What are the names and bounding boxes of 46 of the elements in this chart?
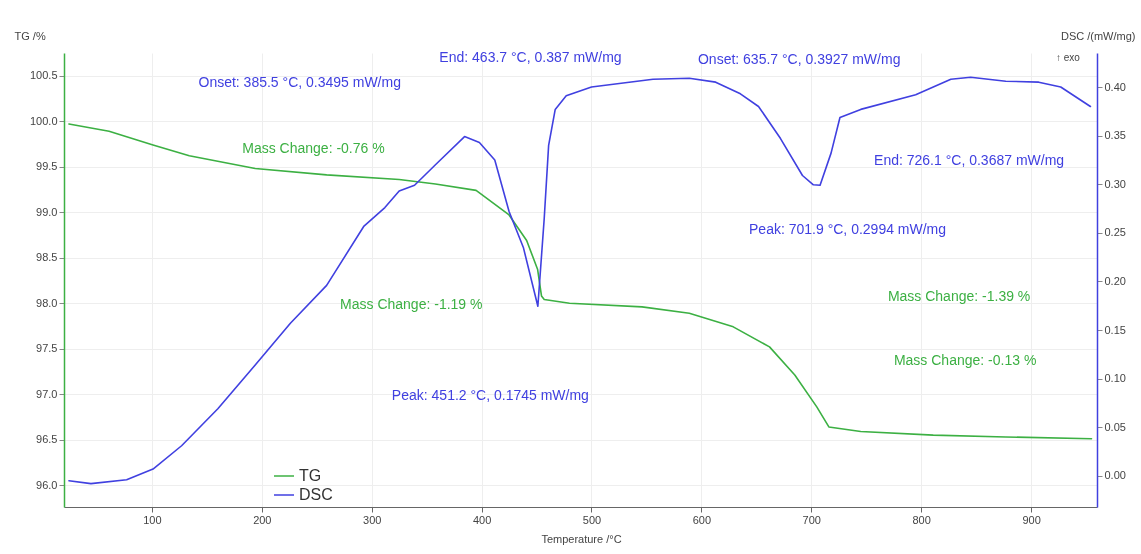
x-tick-label: 600: [692, 513, 712, 526]
annotation: ↑ exo: [1056, 51, 1081, 63]
y2-tick-label: 0.30: [1104, 177, 1126, 190]
y2-tick-label: 0.15: [1104, 323, 1126, 336]
legend-label: DSC: [299, 486, 333, 503]
y-axis-title: TG /%: [14, 29, 46, 42]
y-tick-label: 96.5: [36, 433, 58, 446]
annotation: End: 463.7 °C, 0.387 mW/mg: [439, 48, 622, 65]
y-tick-label: 100.5: [29, 69, 58, 82]
y-tick-label: 96.0: [36, 478, 58, 491]
x-tick-label: 500: [582, 513, 602, 526]
annotation: Mass Change: -1.19 %: [340, 296, 483, 313]
annotation: Mass Change: -1.39 %: [887, 287, 1031, 304]
y-tick-label: 98.0: [36, 296, 58, 309]
x-tick-label: 400: [472, 513, 492, 526]
annotation: Onset: 385.5 °C, 0.3495 mW/mg: [198, 74, 401, 91]
y2-tick-label: 0.20: [1104, 274, 1126, 287]
line-series: [68, 123, 1093, 440]
x-tick-label: 800: [912, 513, 931, 526]
annotation: Onset: 635.7 °C, 0.3927 mW/mg: [697, 51, 901, 68]
annotation: Peak: 701.9 °C, 0.2994 mW/mg: [749, 221, 947, 238]
line-series: [68, 76, 1092, 485]
y2-tick-label: 0.10: [1104, 372, 1126, 385]
y2-tick-label: 0.35: [1104, 129, 1126, 142]
y2-tick-label: 0.00: [1104, 469, 1126, 482]
x-tick-label: 900: [1022, 513, 1041, 526]
y-tick-label: 97.0: [36, 387, 58, 400]
annotation: Mass Change: -0.76 %: [242, 140, 385, 157]
y2-axis-title: DSC /(mW/mg): [1060, 29, 1136, 42]
x-axis-title: Temperature /°C: [541, 532, 622, 545]
y2-tick-label: 0.05: [1104, 420, 1126, 433]
y-tick-label: 99.0: [36, 205, 58, 218]
y-tick-label: 99.5: [36, 160, 58, 173]
legend-label: TG: [299, 467, 322, 484]
x-tick-label: 700: [802, 513, 821, 526]
y2-tick-label: 0.25: [1104, 226, 1126, 239]
y-tick-label: 100.0: [29, 114, 58, 127]
annotation: Mass Change: -0.13 %: [893, 351, 1037, 368]
annotation: Peak: 451.2 °C, 0.1745 mW/mg: [391, 387, 589, 403]
x-tick-label: 300: [363, 513, 382, 526]
y2-tick-label: 0.40: [1104, 80, 1126, 93]
x-tick-label: 100: [143, 513, 162, 526]
x-tick-label: 200: [253, 513, 272, 526]
y-tick-label: 98.5: [36, 251, 58, 264]
annotation: End: 726.1 °C, 0.3687 mW/mg: [874, 152, 1065, 169]
y-tick-label: 97.5: [36, 342, 58, 355]
